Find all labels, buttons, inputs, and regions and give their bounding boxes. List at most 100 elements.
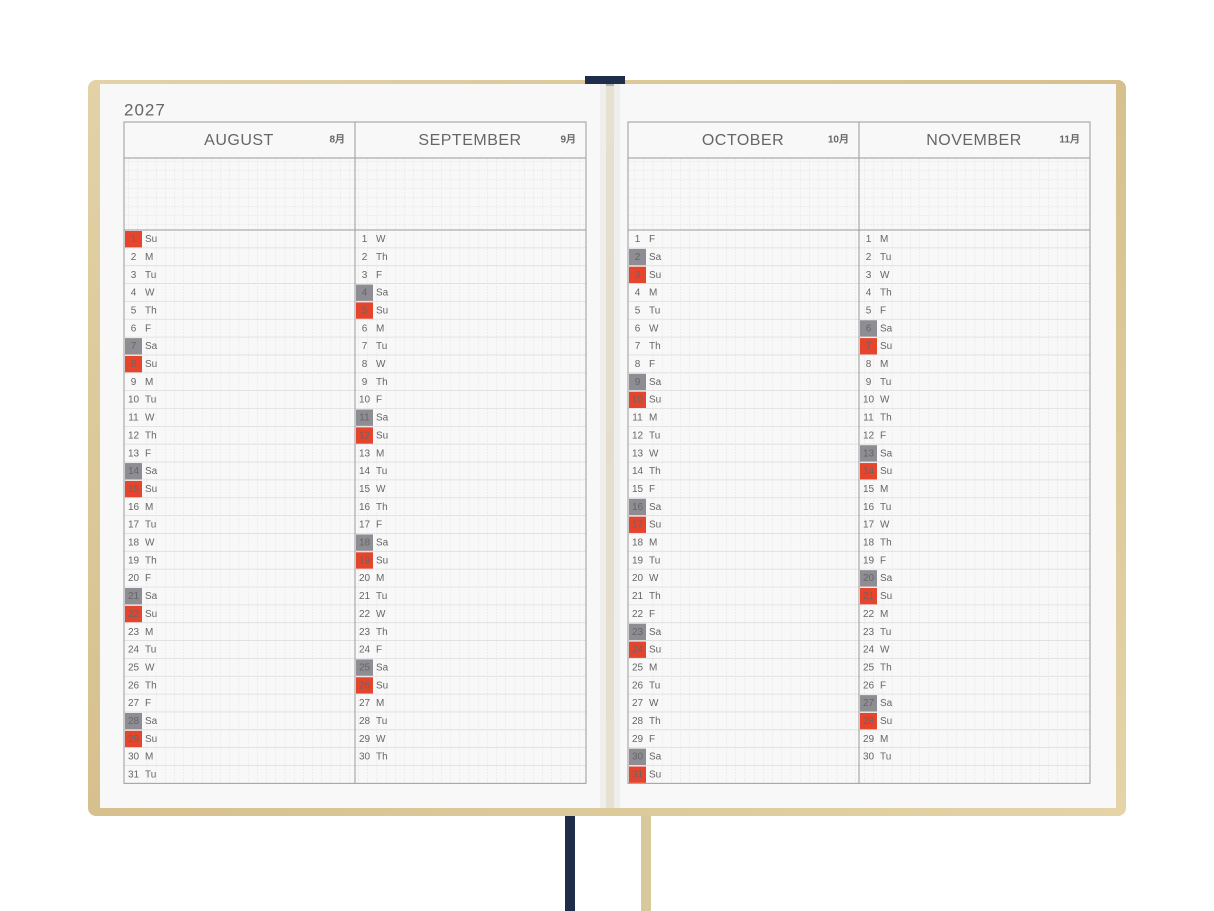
weekday: Sa: [880, 323, 893, 334]
day-number: 13: [863, 448, 875, 459]
day-number: 6: [635, 323, 641, 334]
weekday: Tu: [649, 680, 660, 691]
day-number: 15: [632, 484, 644, 495]
day-number: 13: [359, 448, 371, 459]
weekday: M: [145, 502, 153, 513]
weekday: M: [880, 484, 888, 495]
day-highlight: [860, 338, 877, 355]
weekday: Tu: [880, 377, 891, 388]
day-number: 30: [632, 752, 644, 763]
day-number: 2: [362, 252, 368, 263]
day-number: 20: [632, 573, 644, 584]
day-number: 20: [359, 573, 371, 584]
weekday: Sa: [649, 627, 662, 638]
ribbon-gold: [641, 790, 651, 911]
day-number: 15: [863, 484, 875, 495]
day-highlight: [125, 605, 142, 623]
day-number: 24: [128, 645, 140, 656]
day-highlight: [629, 248, 646, 266]
weekday: Tu: [376, 341, 387, 352]
day-number: 22: [863, 609, 875, 620]
weekday: Sa: [649, 252, 662, 263]
weekday: W: [649, 323, 659, 334]
weekday: F: [376, 520, 382, 531]
day-number: 3: [362, 270, 368, 281]
day-number: 31: [128, 770, 140, 781]
weekday: Th: [145, 305, 157, 316]
weekday: M: [649, 413, 657, 424]
weekday: W: [376, 234, 386, 245]
weekday: F: [649, 234, 655, 245]
weekday: Th: [880, 288, 892, 299]
day-number: 7: [635, 341, 641, 352]
weekday: M: [145, 752, 153, 763]
weekday: Th: [145, 555, 157, 566]
day-highlight: [860, 445, 877, 462]
weekday: Tu: [145, 645, 156, 656]
day-highlight: [125, 480, 142, 498]
weekday: Tu: [880, 252, 891, 263]
weekday: Su: [880, 716, 892, 727]
weekday: Th: [649, 716, 661, 727]
day-number: 14: [632, 466, 644, 477]
day-number: 18: [359, 538, 371, 549]
weekday: W: [145, 413, 155, 424]
day-number: 8: [866, 359, 872, 370]
weekday: Tu: [649, 430, 660, 441]
weekday: Th: [880, 538, 892, 549]
weekday: Su: [376, 555, 388, 566]
weekday: Sa: [880, 448, 893, 459]
weekday: M: [880, 734, 888, 745]
weekday: Su: [145, 359, 157, 370]
weekday: Su: [649, 520, 661, 531]
day-number: 3: [866, 270, 872, 281]
day-highlight: [356, 302, 373, 319]
weekday: W: [376, 734, 386, 745]
weekday: F: [145, 698, 151, 709]
day-number: 2: [635, 252, 641, 263]
spine: [585, 76, 625, 86]
weekday: Sa: [376, 662, 389, 673]
day-number: 23: [632, 627, 644, 638]
day-number: 8: [131, 359, 137, 370]
weekday: Th: [649, 341, 661, 352]
day-highlight: [356, 427, 373, 444]
day-highlight: [629, 641, 646, 658]
day-highlight: [629, 516, 646, 533]
weekday: Su: [376, 430, 388, 441]
weekday: Sa: [145, 591, 158, 602]
day-number: 19: [632, 555, 644, 566]
month-name: SEPTEMBER: [418, 132, 521, 149]
weekday: M: [880, 359, 888, 370]
weekday: F: [145, 448, 151, 459]
weekday: W: [880, 395, 890, 406]
day-number: 19: [359, 555, 371, 566]
day-highlight: [125, 712, 142, 730]
day-number: 5: [866, 305, 872, 316]
ribbon-navy: [565, 790, 575, 911]
day-number: 15: [359, 484, 371, 495]
day-number: 3: [635, 270, 641, 281]
day-number: 12: [128, 430, 140, 441]
weekday: W: [880, 520, 890, 531]
day-highlight: [356, 659, 373, 676]
weekday: Su: [649, 270, 661, 281]
weekday: Tu: [649, 305, 660, 316]
day-highlight: [860, 463, 877, 480]
day-number: 31: [632, 770, 644, 781]
weekday: M: [145, 627, 153, 638]
weekday: Sa: [880, 698, 893, 709]
day-highlight: [629, 748, 646, 765]
day-number: 1: [866, 234, 872, 245]
weekday: Tu: [376, 716, 387, 727]
day-highlight: [860, 695, 877, 712]
day-number: 18: [632, 538, 644, 549]
day-highlight: [860, 320, 877, 337]
weekday: F: [649, 734, 655, 745]
day-highlight: [125, 231, 142, 248]
weekday: M: [145, 377, 153, 388]
month-label: 9月: [560, 134, 576, 146]
day-number: 26: [359, 680, 371, 691]
day-number: 4: [635, 288, 641, 299]
day-number: 3: [131, 270, 137, 281]
